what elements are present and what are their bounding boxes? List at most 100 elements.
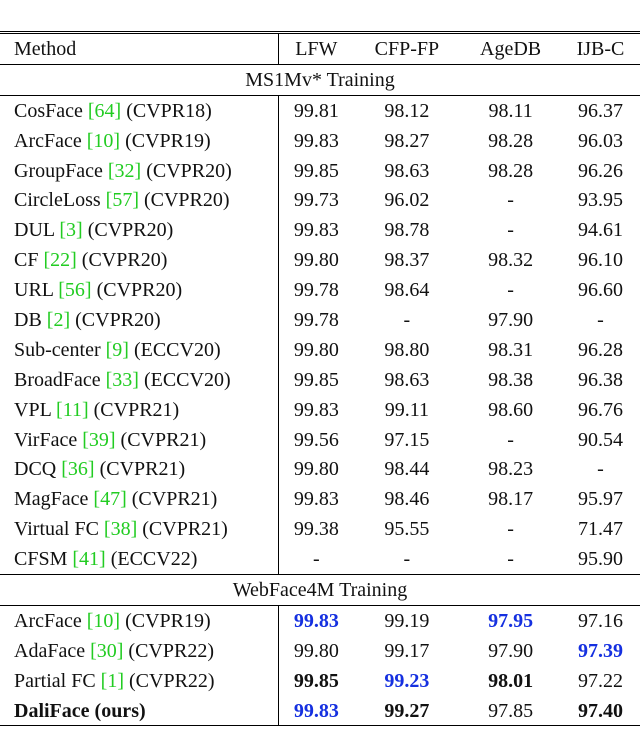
value-cell: 99.81 — [293, 99, 339, 122]
method-cell: BroadFace [33] (ECCV20) — [0, 364, 279, 395]
value-cell: - — [403, 308, 411, 331]
value-cell: 99.56 — [293, 428, 339, 451]
value-cell: - — [597, 458, 604, 481]
value-cell: 98.31 — [488, 338, 534, 361]
data-row: Partial FC [1] (CVPR22) 99.85 99.23 98.01 97… — [0, 665, 640, 696]
method-ref: [1] — [100, 669, 124, 692]
method-venue: (CVPR19) — [125, 129, 211, 152]
method-ref: [10] — [86, 609, 121, 632]
value-cell: 96.38 — [578, 368, 624, 391]
method-name: BroadFace — [14, 368, 101, 391]
value-cell: 98.80 — [384, 338, 430, 361]
method-ref: [64] — [87, 99, 122, 122]
method-venue: (CVPR21) — [99, 458, 186, 481]
header-cell: AgeDB — [460, 32, 562, 65]
value-cell: 98.32 — [488, 249, 534, 272]
value-cell: 98.17 — [488, 488, 534, 511]
data-row: GroupFace [32] (CVPR20) 99.85 98.63 98.28 96… — [0, 155, 640, 186]
data-row: CFSM [41] (ECCV22) - - - 95.90 — [0, 544, 640, 575]
value-cell: 96.28 — [578, 338, 624, 361]
method-venue: (CVPR18) — [126, 99, 212, 122]
method-cell: DUL [3] (CVPR20) — [0, 215, 279, 246]
method-venue: (CVPR19) — [125, 609, 211, 632]
value-cell: 98.63 — [384, 159, 430, 182]
method-ref: [2] — [46, 308, 71, 331]
method-ref: [22] — [43, 249, 77, 272]
value-cell: - — [507, 189, 514, 212]
method-cell: URL [56] (CVPR20) — [0, 275, 279, 306]
method-ref: [10] — [86, 129, 121, 152]
method-ref: [41] — [72, 548, 106, 571]
method-venue: (CVPR21) — [93, 398, 180, 421]
value-cell: 99.19 — [384, 609, 430, 632]
method-venue: (CVPR20) — [81, 249, 168, 272]
data-row: MagFace [47] (CVPR21) 99.83 98.46 98.17 95.9… — [0, 484, 640, 515]
method-cell: Virtual FC [38] (CVPR21) — [0, 514, 279, 545]
value-cell: 99.85 — [293, 368, 339, 391]
method-venue: (CVPR21) — [120, 428, 207, 451]
method-name: DUL — [14, 219, 55, 242]
method-cell: Sub-center [9] (ECCV20) — [0, 334, 279, 365]
data-row: AdaFace [30] (CVPR22) 99.80 99.17 97.90 97.3… — [0, 635, 640, 666]
section-row: WebFace4M Training — [0, 574, 640, 606]
method-ref: [47] — [93, 488, 127, 511]
data-row: CircleLoss [57] (CVPR20) 99.73 96.02 - 93.95 — [0, 185, 640, 216]
method-name: CircleLoss — [14, 189, 101, 212]
method-ref: [56] — [58, 279, 92, 302]
method-name: Sub-center — [14, 338, 101, 361]
results-table: Method LFW CFP-FP AgeDB IJB-C MS1Mv* Training… — [0, 31, 640, 727]
value-cell: 99.83 — [293, 488, 339, 511]
section-title: WebFace4M Training — [0, 574, 640, 606]
data-row: ArcFace [10] (CVPR19) 99.83 98.27 98.28 96.0… — [0, 125, 640, 156]
method-name: Partial FC — [14, 669, 96, 692]
value-cell: 99.80 — [293, 458, 339, 481]
data-row: CosFace [64] (CVPR18) 99.81 98.12 98.11 96.3… — [0, 95, 640, 126]
method-name: ArcFace — [14, 609, 82, 632]
value-cell: 98.38 — [488, 368, 534, 391]
value-cell: 97.95 — [488, 609, 534, 632]
value-cell: 98.78 — [384, 219, 430, 242]
header-row: Method LFW CFP-FP AgeDB IJB-C — [0, 32, 640, 65]
value-cell: 99.80 — [293, 249, 339, 272]
method-venue: (CVPR22) — [129, 669, 215, 692]
method-cell: CF [22] (CVPR20) — [0, 245, 279, 276]
value-cell: 99.85 — [293, 159, 339, 182]
value-cell: 99.17 — [384, 639, 430, 662]
value-cell: 98.28 — [488, 159, 534, 182]
value-cell: 99.83 — [293, 219, 339, 242]
value-cell: 98.37 — [384, 249, 430, 272]
method-venue: (CVPR21) — [131, 488, 218, 511]
value-cell: - — [507, 518, 514, 541]
method-name: URL — [14, 279, 54, 302]
table-wrap: Method LFW CFP-FP AgeDB IJB-C MS1Mv* Training… — [0, 31, 640, 727]
value-cell: 90.54 — [578, 428, 624, 451]
data-row: VirFace [39] (CVPR21) 99.56 97.15 - 90.54 — [0, 424, 640, 455]
value-cell: 99.78 — [293, 279, 339, 302]
value-cell: 96.03 — [578, 129, 624, 152]
method-cell: CosFace [64] (CVPR18) — [0, 95, 279, 126]
method-cell: CFSM [41] (ECCV22) — [0, 544, 279, 575]
value-cell: 99.85 — [293, 669, 339, 692]
data-row: Virtual FC [38] (CVPR21) 99.38 95.55 - 71.47 — [0, 514, 640, 545]
method-ref: [9] — [105, 338, 129, 361]
value-cell: 96.37 — [578, 99, 624, 122]
method-cell: ArcFace [10] (CVPR19) — [0, 125, 279, 156]
method-venue: (CVPR20) — [87, 219, 174, 242]
data-row: ArcFace [10] (CVPR19) 99.83 99.19 97.95 97.1… — [0, 605, 640, 636]
value-cell: 95.97 — [578, 488, 624, 511]
value-cell: - — [507, 548, 514, 571]
method-venue: (CVPR20) — [143, 189, 230, 212]
value-cell: 99.80 — [293, 338, 339, 361]
method-cell: AdaFace [30] (CVPR22) — [0, 635, 279, 666]
method-ref: [36] — [61, 458, 95, 481]
method-venue: (ECCV20) — [143, 368, 231, 391]
value-cell: 96.76 — [578, 398, 624, 421]
method-venue: (CVPR22) — [128, 639, 214, 662]
value-cell: 97.40 — [578, 699, 624, 722]
header-cell: IJB-C — [561, 32, 640, 65]
section-title: MS1Mv* Training — [0, 64, 640, 96]
value-cell: 96.60 — [578, 279, 624, 302]
value-cell: 96.26 — [578, 159, 624, 182]
value-cell: 93.95 — [578, 189, 624, 212]
data-row: DB [2] (CVPR20) 99.78 - 97.90 - — [0, 305, 640, 335]
